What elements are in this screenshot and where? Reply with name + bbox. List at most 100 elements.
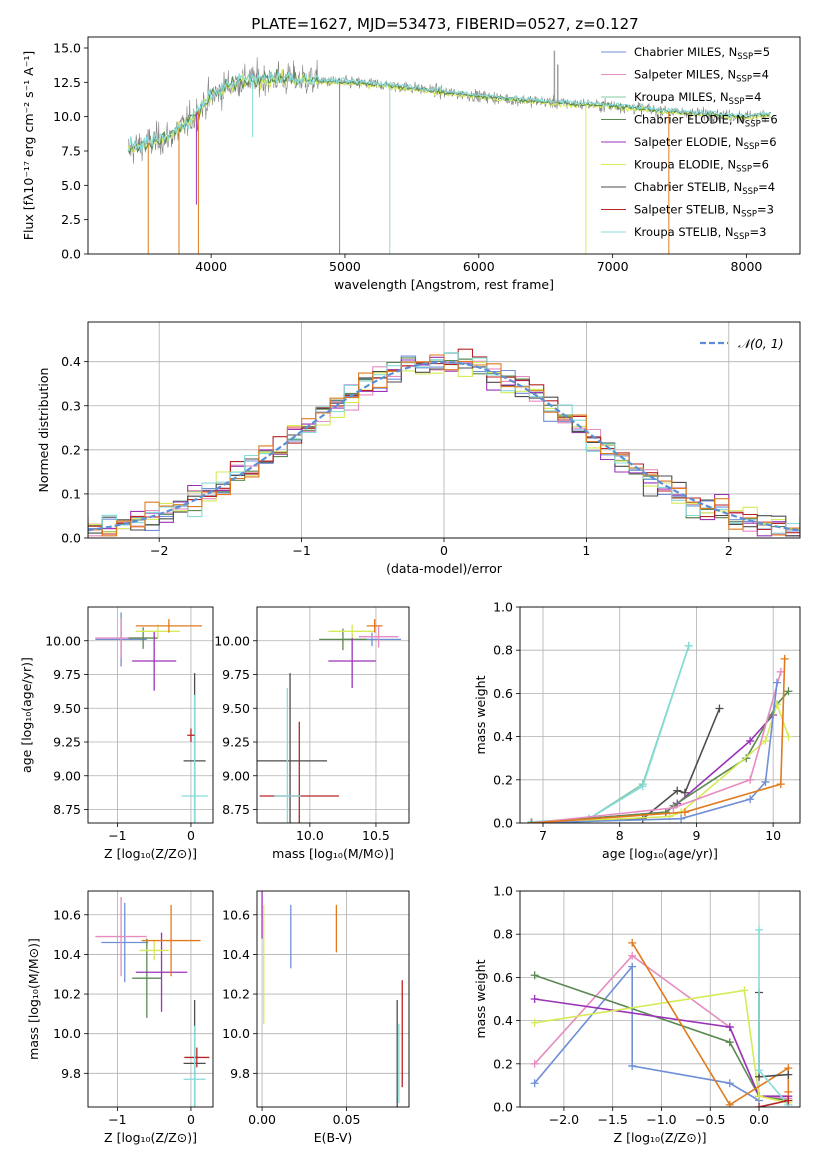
legend-label-main: Salpeter MILES, N — [634, 68, 736, 82]
y-tick-label: 10.00 — [214, 633, 250, 648]
legend-label: Chabrier MILES, NSSP=5 — [634, 45, 770, 62]
x-axis-label: Z [log₁₀(Z/Z⊙)] — [104, 1130, 197, 1145]
y-tick-label: 0.2 — [493, 772, 513, 787]
legend-label: Kroupa MILES, NSSP=4 — [634, 90, 761, 107]
series-marker — [755, 1103, 764, 1107]
errorbar-point — [257, 673, 328, 823]
y-tick-label: 10.6 — [53, 907, 81, 922]
legend-label: Chabrier ELODIE, NSSP=6 — [634, 113, 778, 130]
y-tick-label: 10.2 — [222, 987, 250, 1002]
panel-age_vs_mass: 10.0 10.5 8.75 9.00 9.25 9.50 9.75 10.00 mass [l… — [214, 606, 410, 861]
series-marker — [772, 678, 781, 687]
legend-label: Chabrier STELIB, NSSP=4 — [634, 180, 775, 197]
series-marker — [761, 777, 770, 786]
series-marker — [725, 1100, 734, 1107]
errorbar-point — [139, 940, 169, 961]
legend-label-sub: SSP — [734, 232, 750, 242]
legend-entry: Chabrier MILES, NSSP=5 — [601, 45, 770, 62]
x-axis-label: age [log₁₀(age/yr)] — [602, 846, 718, 861]
errorbar-point — [187, 728, 195, 742]
series-marker — [780, 654, 789, 663]
legend-label-tail: =3 — [749, 225, 766, 239]
series-line — [531, 671, 782, 823]
legend-label-tail: =4 — [752, 68, 769, 82]
x-tick-label: −2 — [150, 543, 168, 558]
y-tick-label: 0.1 — [61, 486, 81, 501]
axes-frame — [256, 606, 410, 824]
legend-label-tail: =5 — [753, 45, 770, 59]
legend-label-tail: =3 — [757, 203, 774, 217]
x-tick-label: −0.5 — [695, 1112, 725, 1127]
legend-label-tail: =6 — [761, 113, 778, 127]
legend-label-main: Salpeter ELODIE, N — [634, 135, 744, 149]
errorbar-point — [328, 634, 376, 688]
legend-label-tail: =6 — [752, 158, 769, 172]
errorbar-point — [95, 896, 147, 977]
normal-curve — [88, 360, 800, 532]
x-axis-label: Z [log₁₀(Z/Z⊙)] — [104, 846, 197, 861]
x-tick-label: 0.05 — [333, 1112, 361, 1127]
legend-entry: Kroupa MILES, NSSP=4 — [601, 90, 761, 107]
y-tick-label: 5.0 — [61, 178, 81, 193]
x-tick-label: 0 — [187, 828, 195, 843]
y-tick-label: 10.4 — [53, 947, 81, 962]
y-tick-label: 10.2 — [53, 987, 81, 1002]
axes-frame — [256, 890, 410, 1108]
errorbar-point — [132, 938, 162, 1018]
legend-label-main: Chabrier MILES, N — [634, 45, 737, 59]
y-tick-label: 8.75 — [53, 802, 81, 817]
y-tick-label: 0.8 — [493, 927, 513, 942]
x-tick-label: 5000 — [329, 259, 361, 274]
series-marker — [530, 995, 539, 1003]
series-marker — [725, 1079, 734, 1088]
errorbar-point — [184, 1047, 210, 1068]
series-marker — [530, 1079, 539, 1088]
series-marker — [776, 667, 785, 676]
panel-mass_vs_z: −1 0 9.8 10.0 10.2 10.4 10.6 Z [log₁₀(Z/Z⊙)] mas… — [26, 890, 214, 1145]
y-tick-label: 0.0 — [493, 1100, 513, 1115]
legend-label-sub: SSP — [744, 142, 760, 152]
y-tick-label: 0.4 — [493, 1013, 513, 1028]
y-tick-label: 10.6 — [222, 907, 250, 922]
legend-label-main: Chabrier STELIB, N — [634, 180, 742, 194]
x-axis-label: Z [log₁₀(Z/Z⊙)] — [614, 1130, 707, 1145]
legend-label-sub: SSP — [741, 210, 757, 220]
y-axis-label: Flux [fλ10⁻¹⁷ erg cm⁻² s⁻¹ A⁻¹] — [21, 51, 36, 240]
series-line — [631, 942, 790, 1106]
legend-label-main: Kroupa STELIB, N — [634, 225, 734, 239]
legend-label: Kroupa ELODIE, NSSP=6 — [634, 158, 769, 175]
x-tick-label: −1 — [292, 543, 310, 558]
errorbar-point — [328, 624, 376, 639]
x-tick-label: 0.00 — [248, 1112, 276, 1127]
panel-spectrum: 4000 5000 6000 7000 8000 0.0 2.5 5.0 7.5 10.0 12.5… — [21, 36, 801, 292]
errorbar-point — [181, 694, 208, 823]
errorbar-point — [101, 902, 149, 983]
series-marker — [784, 732, 793, 741]
legend-label-tail: =4 — [758, 180, 775, 194]
errorbar-point — [274, 688, 301, 823]
panels: 4000 5000 6000 7000 80000.02.55.07.510.012.5… — [19, 36, 801, 1145]
legend-label: 𝒩(0, 1) — [738, 336, 784, 351]
series-line — [531, 701, 790, 823]
series-marker — [755, 925, 764, 934]
series-line — [534, 989, 789, 1104]
x-axis-label: E(B-V) — [314, 1130, 353, 1145]
x-axis-label: (data-model)/error — [386, 561, 503, 576]
y-tick-label: 9.50 — [222, 701, 250, 716]
x-tick-label: −1.0 — [646, 1112, 676, 1127]
y-axis-label: mass weight — [473, 959, 488, 1038]
legend-entry: Chabrier ELODIE, NSSP=6 — [601, 113, 778, 130]
y-tick-label: 0.8 — [493, 643, 513, 658]
y-tick-label: 10.4 — [222, 947, 250, 962]
series-marker — [746, 736, 755, 745]
series-marker — [725, 1023, 734, 1032]
x-tick-label: −2.0 — [549, 1112, 579, 1127]
legend-label: Kroupa STELIB, NSSP=3 — [634, 225, 766, 242]
x-tick-label: 8000 — [731, 259, 763, 274]
series-marker — [669, 803, 678, 812]
axes-frame — [519, 606, 801, 824]
errorbar-point — [135, 624, 180, 639]
series-marker — [746, 775, 755, 784]
axes-frame — [87, 321, 801, 539]
